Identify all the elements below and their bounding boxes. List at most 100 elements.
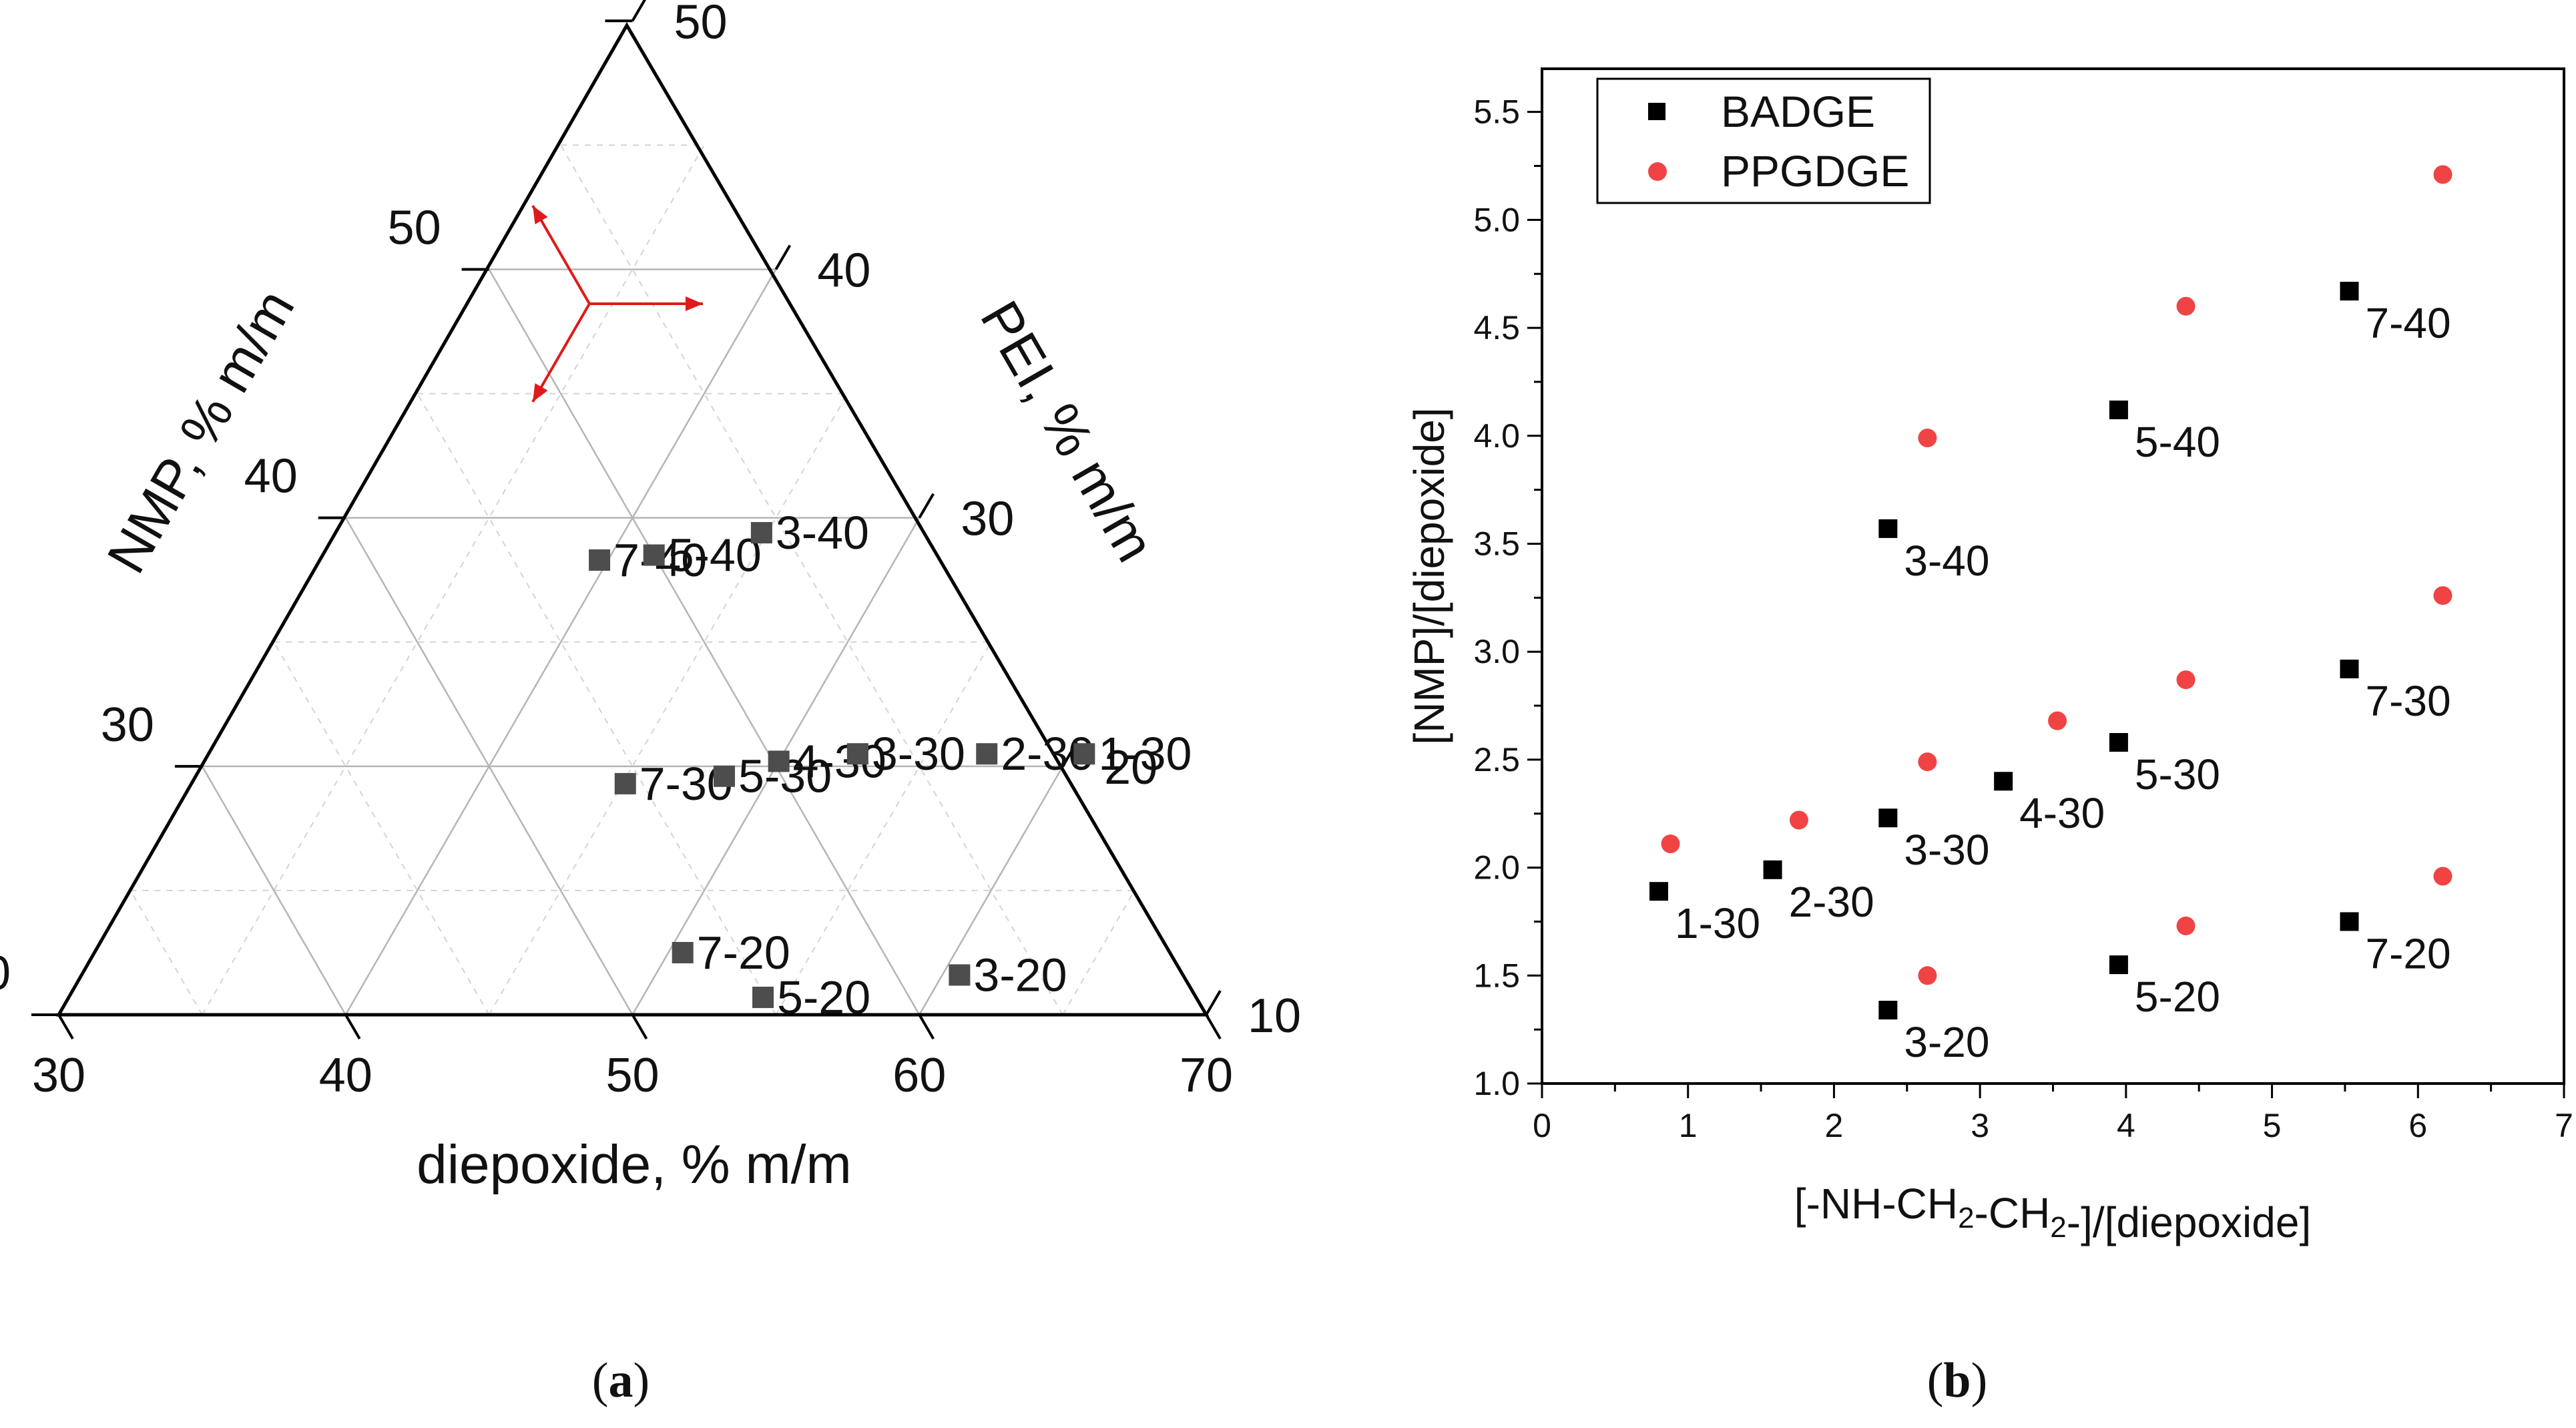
y-tick-label: 1.0 <box>1473 1065 1520 1102</box>
ppgdge-point <box>1918 752 1937 772</box>
ternary-point-label: 4-30 <box>793 735 886 787</box>
x-axis-label-part: -CH <box>1975 1189 2051 1237</box>
ternary-left-tick-label: 60 <box>531 0 584 6</box>
ternary-right-tick <box>631 0 647 22</box>
badge-point <box>1878 808 1898 828</box>
ternary-point-label: 3-30 <box>872 728 965 780</box>
ternary-point-label: 5-40 <box>668 529 762 581</box>
x-axis-label-part: [-NH-CH <box>1794 1180 1958 1228</box>
legend-box <box>1596 77 1931 204</box>
ternary-grid-line-pei <box>417 393 777 1015</box>
legend-entry-ppgdge: PPGDGE <box>1721 146 1909 196</box>
ternary-left-tick-label: 50 <box>388 201 441 254</box>
badge-point-label: 1-30 <box>1675 899 1760 947</box>
ternary-grid-line-diepoxide <box>919 766 1064 1015</box>
ppgdge-point <box>1789 810 1808 830</box>
x-axis-label-subscript: 2 <box>2050 1211 2066 1244</box>
ternary-bottom-tick <box>344 1013 361 1040</box>
ppgdge-point <box>2433 586 2453 606</box>
ppgdge-point <box>1918 429 1937 448</box>
x-tick-label: 6 <box>2408 1107 2427 1144</box>
ternary-right-tick-label: 50 <box>674 0 728 49</box>
ternary-bottom-tick-label: 30 <box>32 1049 85 1102</box>
panel-label-b: (b) <box>1927 1353 1987 1408</box>
x-axis-label-part: -]/[diepoxide] <box>2067 1198 2311 1246</box>
ternary-left-tick-label: 20 <box>0 947 11 1000</box>
y-tick-label: 2.5 <box>1473 741 1520 778</box>
ppgdge-point <box>2048 711 2067 730</box>
ternary-grid-line-diepoxide <box>1062 890 1135 1015</box>
badge-point <box>1878 519 1898 538</box>
ternary-point-marker <box>714 765 736 787</box>
ternary-right-tick-label: 40 <box>817 244 870 297</box>
ternary-right-tick <box>774 244 792 270</box>
ternary-point-marker <box>976 743 998 765</box>
ppgdge-point <box>2433 165 2453 184</box>
badge-point-label: 5-30 <box>2135 750 2220 798</box>
ternary-left-axis-label: NMP, % m/m <box>96 280 306 583</box>
direction-arrow-head <box>686 296 703 311</box>
badge-point-label: 5-40 <box>2135 418 2220 466</box>
ternary-point-marker <box>846 743 868 765</box>
ppgdge-point <box>2176 916 2196 935</box>
ternary-bottom-tick-label: 70 <box>1180 1049 1233 1102</box>
ternary-grid-line-diepoxide <box>488 393 848 1015</box>
ternary-left-tick-label: 40 <box>244 450 298 503</box>
direction-arrow-head <box>533 383 548 402</box>
x-tick-label: 7 <box>2555 1107 2573 1144</box>
ternary-point-marker <box>1073 743 1095 765</box>
ternary-bottom-tick <box>918 1013 935 1040</box>
ternary-points: 7-207-305-207-405-305-404-303-203-303-40… <box>589 507 1192 1023</box>
badge-point <box>1878 1001 1898 1020</box>
y-tick-label: 4.5 <box>1473 309 1520 346</box>
badge-point <box>2109 400 2128 419</box>
scatter-ticks: 0 1 2 3 4 5 6 7 1.0 1.5 2.0 2.5 3.0 3.5 4.0 4.5 5.0 5.5 <box>1473 93 2573 1144</box>
ternary-point-marker <box>643 544 665 566</box>
badge-point-label: 7-20 <box>2365 929 2451 977</box>
x-axis-label-subscript: 2 <box>1958 1202 1974 1234</box>
ternary-bottom-tick-label: 40 <box>319 1049 372 1102</box>
badge-point <box>2340 660 2359 679</box>
y-tick-label: 2.0 <box>1473 849 1520 887</box>
panel-label-a: (a) <box>592 1353 650 1408</box>
ternary-point-marker <box>949 964 971 986</box>
badge-point <box>1994 772 2013 791</box>
badge-point <box>2340 282 2359 301</box>
direction-arrow-line <box>531 302 591 403</box>
badge-point-label: 4-30 <box>2019 789 2105 837</box>
scatter-panel: 0 1 2 3 4 5 6 7 1.0 1.5 2.0 2.5 3.0 3.5 4.0 4.5 5.0 5.5 1… <box>1405 67 2573 1408</box>
ternary-point-marker <box>614 772 636 794</box>
ternary-frame <box>55 22 1210 1017</box>
x-tick-label: 2 <box>1825 1107 1844 1144</box>
direction-arrow-line <box>531 204 591 305</box>
badge-point <box>2340 912 2359 931</box>
x-tick-label: 0 <box>1533 1107 1551 1144</box>
scatter-y-axis-label: [NMP]/[diepoxide] <box>1405 407 1453 744</box>
badge-point-label: 3-20 <box>1904 1018 1989 1066</box>
ternary-grid-line-pei <box>273 642 490 1015</box>
ppgdge-point <box>2176 670 2196 690</box>
ternary-point-marker <box>589 549 611 571</box>
ternary-ticks: 30 40 50 60 70 20 30 40 50 60 10 20 30 40 50 <box>0 0 1301 1102</box>
x-tick-label: 4 <box>2117 1107 2135 1144</box>
badge-point <box>1763 860 1782 879</box>
y-tick-label: 3.5 <box>1473 525 1520 562</box>
y-tick-label: 4.0 <box>1473 417 1520 455</box>
ppgdge-point <box>2176 296 2196 316</box>
ternary-bottom-tick-label: 60 <box>892 1049 946 1102</box>
badge-point-label: 2-30 <box>1789 878 1874 926</box>
ppgdge-point <box>1661 835 1680 854</box>
badge-point-label: 5-20 <box>2135 973 2220 1021</box>
ternary-point-marker <box>672 941 694 963</box>
ternary-bottom-tick-label: 50 <box>605 1049 659 1102</box>
ternary-bottom-tick <box>57 1013 74 1040</box>
legend-ppgdge-marker <box>1648 162 1667 181</box>
legend: BADGE PPGDGE <box>1596 77 1931 204</box>
ternary-panel: 304050607020304050601020304050 7-207-305… <box>0 0 1301 1408</box>
ternary-grid-line-diepoxide <box>344 268 777 1015</box>
ternary-direction-arrows <box>531 204 703 403</box>
legend-entry-badge: BADGE <box>1721 87 1875 136</box>
ternary-point-label: 7-20 <box>697 927 790 979</box>
ternary-grid-line-pei <box>344 517 633 1015</box>
